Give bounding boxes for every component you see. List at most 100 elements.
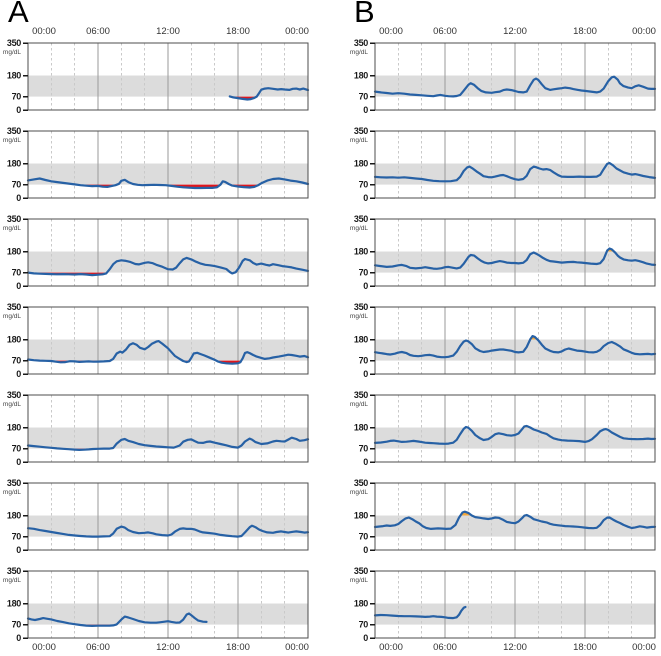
y-axis-label: 0: [16, 281, 21, 291]
y-axis-label: 0: [363, 457, 368, 467]
glucose-trace: [26, 436, 310, 451]
plot-border: [27, 482, 309, 551]
plot-border: [374, 306, 656, 375]
x-axis-label: 00:00: [379, 26, 403, 37]
y-axis-label: 180: [7, 247, 21, 257]
glucose-trace: [373, 161, 657, 183]
y-axis-label: 350: [354, 390, 368, 400]
column-b-panels: 0 70 180 350 mg/dL 00:00 06:00 12:00 18:00 00:00 0…: [330, 26, 661, 655]
y-axis-label: 70: [359, 620, 369, 630]
y-axis-label: 350: [7, 302, 21, 312]
y-axis-label: 350: [7, 478, 21, 488]
glucose-trace: [373, 335, 657, 359]
x-axis-label: 18:00: [226, 642, 250, 653]
above-range-fill: [460, 511, 528, 516]
glucose-trace: [373, 510, 657, 530]
y-axis-label: 70: [359, 444, 369, 454]
y-axis-label: 180: [7, 423, 21, 433]
unit-label: mg/dL: [3, 137, 21, 144]
y-axis-label: 180: [7, 599, 21, 609]
glucose-trace: [26, 612, 208, 627]
glucose-trace: [373, 424, 657, 445]
plot-border: [27, 130, 309, 199]
glucose-trace: [26, 177, 310, 190]
y-axis-label: 350: [354, 126, 368, 136]
x-axis-label: 18:00: [573, 26, 597, 37]
plot-border: [374, 130, 656, 199]
y-axis-label: 0: [16, 633, 21, 643]
y-axis-label: 180: [354, 335, 368, 345]
y-axis-label: 70: [12, 532, 22, 542]
x-axis-label: 18:00: [573, 642, 597, 653]
y-axis-label: 70: [359, 268, 369, 278]
unit-label: mg/dL: [3, 49, 21, 56]
glucose-trace: [26, 256, 310, 277]
y-axis-label: 0: [16, 105, 21, 115]
y-axis-label: 180: [354, 159, 368, 169]
y-axis-label: 180: [7, 71, 21, 81]
plot-border: [27, 306, 309, 375]
y-axis-label: 0: [363, 369, 368, 379]
column-a-panels: 0 70 180 350 mg/dL 00:00 06:00 12:00 18:00 00:00 0…: [0, 26, 331, 655]
y-axis-label: 0: [16, 193, 21, 203]
y-axis-label: 350: [7, 566, 21, 576]
y-axis-label: 350: [354, 302, 368, 312]
x-axis-label: 00:00: [285, 642, 309, 653]
y-axis-label: 350: [7, 126, 21, 136]
plot-border: [374, 394, 656, 463]
x-axis-label: 00:00: [632, 26, 656, 37]
column-a: A 0 70 180 350 mg/dL 00:00 06:00 12:00 18:00 00:0…: [0, 0, 331, 655]
x-axis-label: 06:00: [433, 26, 457, 37]
y-axis-label: 0: [16, 545, 21, 555]
column-b-label: B: [354, 0, 375, 29]
unit-label: mg/dL: [350, 225, 368, 232]
unit-label: mg/dL: [3, 401, 21, 408]
y-axis-label: 180: [7, 335, 21, 345]
y-axis-label: 0: [363, 545, 368, 555]
y-axis-label: 0: [16, 369, 21, 379]
x-axis-label: 00:00: [632, 642, 656, 653]
x-axis-label: 00:00: [32, 26, 56, 37]
y-axis-label: 0: [16, 457, 21, 467]
y-axis-label: 180: [354, 423, 368, 433]
y-axis-label: 180: [354, 71, 368, 81]
y-axis-label: 180: [354, 599, 368, 609]
y-axis-label: 350: [354, 214, 368, 224]
y-axis-label: 70: [359, 180, 369, 190]
column-b: B 0 70 180 350 mg/dL 00:00 06:00 12:00 18:00 00:0…: [330, 0, 661, 656]
y-axis-label: 350: [354, 478, 368, 488]
y-axis-label: 70: [12, 180, 22, 190]
y-axis-label: 350: [354, 566, 368, 576]
unit-label: mg/dL: [350, 137, 368, 144]
y-axis-label: 70: [12, 268, 22, 278]
glucose-trace: [26, 524, 310, 538]
y-axis-label: 0: [363, 193, 368, 203]
glucose-trace: [373, 75, 657, 98]
plot-border: [374, 482, 656, 551]
plot-border: [27, 42, 309, 111]
x-axis-label: 12:00: [156, 642, 180, 653]
glucose-trace: [373, 605, 467, 620]
x-axis-label: 12:00: [156, 26, 180, 37]
x-axis-label: 00:00: [379, 642, 403, 653]
y-axis-label: 70: [359, 356, 369, 366]
unit-label: mg/dL: [3, 489, 21, 496]
x-axis-label: 06:00: [86, 26, 110, 37]
plot-border: [374, 218, 656, 287]
unit-label: mg/dL: [350, 49, 368, 56]
y-axis-label: 350: [354, 38, 368, 48]
y-axis-label: 350: [7, 214, 21, 224]
unit-label: mg/dL: [3, 225, 21, 232]
glucose-trace: [26, 340, 310, 365]
x-axis-label: 18:00: [226, 26, 250, 37]
y-axis-label: 180: [7, 511, 21, 521]
y-axis-label: 70: [12, 444, 22, 454]
unit-label: mg/dL: [350, 313, 368, 320]
